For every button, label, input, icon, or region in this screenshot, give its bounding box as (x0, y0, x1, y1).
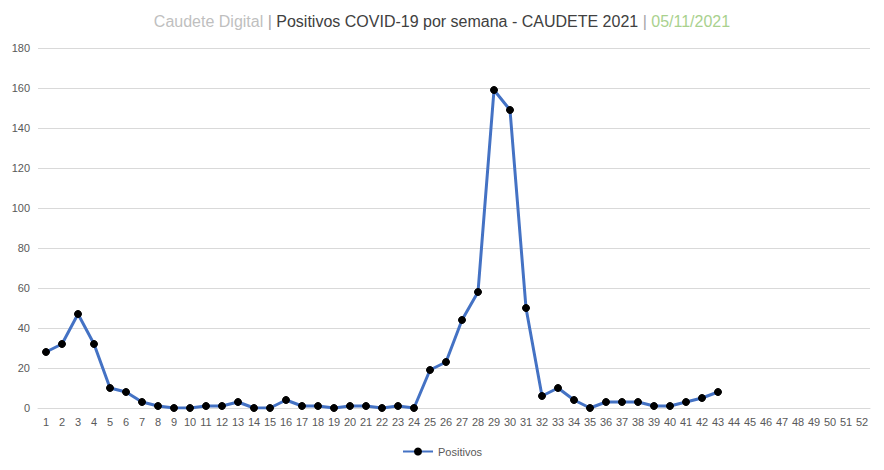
svg-text:9: 9 (171, 416, 177, 428)
svg-text:30: 30 (504, 416, 516, 428)
svg-text:39: 39 (648, 416, 660, 428)
svg-text:40: 40 (18, 322, 30, 334)
svg-text:37: 37 (616, 416, 628, 428)
svg-text:6: 6 (123, 416, 129, 428)
svg-text:18: 18 (312, 416, 324, 428)
svg-text:40: 40 (664, 416, 676, 428)
svg-text:28: 28 (472, 416, 484, 428)
svg-text:31: 31 (520, 416, 532, 428)
svg-text:42: 42 (696, 416, 708, 428)
svg-text:17: 17 (296, 416, 308, 428)
svg-text:7: 7 (139, 416, 145, 428)
svg-text:22: 22 (376, 416, 388, 428)
svg-text:51: 51 (840, 416, 852, 428)
svg-text:4: 4 (91, 416, 97, 428)
svg-text:|: | (638, 13, 651, 30)
svg-text:26: 26 (440, 416, 452, 428)
svg-text:60: 60 (18, 282, 30, 294)
svg-text:36: 36 (600, 416, 612, 428)
svg-text:160: 160 (12, 82, 30, 94)
svg-text:44: 44 (728, 416, 740, 428)
svg-text:27: 27 (456, 416, 468, 428)
svg-text:38: 38 (632, 416, 644, 428)
svg-text:32: 32 (536, 416, 548, 428)
svg-text:52: 52 (856, 416, 868, 428)
svg-text:Positivos: Positivos (438, 446, 483, 458)
svg-text:19: 19 (328, 416, 340, 428)
svg-text:46: 46 (760, 416, 772, 428)
svg-text:0: 0 (24, 402, 30, 414)
svg-text:24: 24 (408, 416, 420, 428)
svg-text:8: 8 (155, 416, 161, 428)
svg-text:34: 34 (568, 416, 580, 428)
svg-text:35: 35 (584, 416, 596, 428)
svg-text:80: 80 (18, 242, 30, 254)
svg-text:5: 5 (107, 416, 113, 428)
svg-text:14: 14 (248, 416, 260, 428)
svg-text:29: 29 (488, 416, 500, 428)
svg-text:Positivos COVID-19 por semana: Positivos COVID-19 por semana - CAUDETE … (276, 13, 638, 30)
svg-text:12: 12 (216, 416, 228, 428)
svg-text:180: 180 (12, 42, 30, 54)
svg-text:140: 140 (12, 122, 30, 134)
svg-text:45: 45 (744, 416, 756, 428)
svg-text:21: 21 (360, 416, 372, 428)
svg-text:|: | (263, 13, 276, 30)
svg-text:13: 13 (232, 416, 244, 428)
svg-text:20: 20 (344, 416, 356, 428)
svg-text:48: 48 (792, 416, 804, 428)
svg-text:2: 2 (59, 416, 65, 428)
svg-text:100: 100 (12, 202, 30, 214)
svg-text:3: 3 (75, 416, 81, 428)
svg-text:20: 20 (18, 362, 30, 374)
svg-text:49: 49 (808, 416, 820, 428)
svg-text:23: 23 (392, 416, 404, 428)
svg-text:25: 25 (424, 416, 436, 428)
svg-text:41: 41 (680, 416, 692, 428)
svg-text:15: 15 (264, 416, 276, 428)
svg-text:10: 10 (184, 416, 196, 428)
svg-text:33: 33 (552, 416, 564, 428)
svg-text:43: 43 (712, 416, 724, 428)
svg-text:11: 11 (200, 416, 211, 428)
svg-text:120: 120 (12, 162, 30, 174)
svg-text:Caudete Digital: Caudete Digital (154, 13, 263, 30)
svg-text:05/11/2021: 05/11/2021 (651, 13, 730, 30)
svg-text:47: 47 (776, 416, 788, 428)
svg-text:16: 16 (280, 416, 292, 428)
svg-text:50: 50 (824, 416, 836, 428)
svg-text:1: 1 (43, 416, 49, 428)
